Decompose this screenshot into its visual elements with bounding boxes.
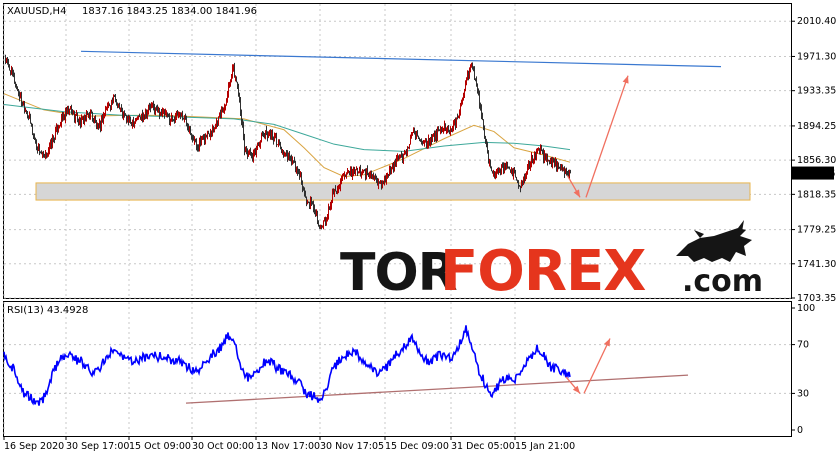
price-panel: 2010.40 1971.30 1933.35 1894.25 1856.30 1818.… bbox=[3, 3, 836, 304]
forecast-arrow-2-head bbox=[622, 75, 629, 84]
rsi-overlays bbox=[3, 325, 689, 406]
time-tick-label: 30 Sep 17:00 bbox=[66, 441, 129, 452]
time-tick-label: 15 Jan 21:00 bbox=[515, 441, 575, 452]
time-tick-label: 30 Oct 00:00 bbox=[192, 441, 254, 452]
price-tick-label: 1818.35 bbox=[797, 189, 836, 200]
last-price-tag: 1841.96 bbox=[792, 166, 835, 180]
price-tick-label: 2010.40 bbox=[797, 16, 836, 27]
brand-tor-text: TOR bbox=[340, 243, 457, 303]
rsi-tick-label: 100 bbox=[797, 303, 815, 314]
price-tick-label: 1779.25 bbox=[797, 225, 836, 236]
rsi-forecast-arrow-1-head bbox=[572, 385, 580, 394]
rsi-panel-border bbox=[3, 301, 792, 437]
price-tick-label: 1703.35 bbox=[797, 293, 836, 304]
rsi-tick-label: 0 bbox=[797, 425, 803, 436]
price-tick-label: 1933.35 bbox=[797, 86, 836, 97]
rsi-trend-line bbox=[185, 374, 689, 404]
time-tick-label: 16 Sep 2020 bbox=[4, 441, 64, 452]
resistance-line bbox=[80, 50, 722, 68]
rsi-forecast-arrow-2-shaft bbox=[583, 338, 611, 394]
support-zone bbox=[35, 182, 751, 201]
forecast-arrow-1-head bbox=[573, 189, 580, 198]
bull-logo-icon bbox=[676, 220, 752, 262]
rsi-axis: 100 70 30 0 bbox=[791, 303, 815, 436]
last-price-value: 1841.96 bbox=[796, 169, 835, 180]
price-ohlc-label: 1837.16 1843.25 1834.00 1841.96 bbox=[82, 6, 257, 17]
time-tick-label: 31 Dec 05:00 bbox=[451, 441, 515, 452]
time-tick-label: 15 Dec 09:00 bbox=[385, 441, 449, 452]
time-axis: 16 Sep 2020 30 Sep 17:00 15 Oct 09:00 30 Oc… bbox=[3, 436, 575, 452]
price-tick-label: 1894.25 bbox=[797, 121, 836, 132]
price-axis: 2010.40 1971.30 1933.35 1894.25 1856.30 1818.… bbox=[791, 16, 836, 304]
rsi-line bbox=[3, 325, 571, 406]
rsi-label: RSI(13) 43.4928 bbox=[7, 305, 88, 316]
price-tick-label: 1741.30 bbox=[797, 259, 836, 270]
brand-com-text: .com bbox=[682, 264, 763, 299]
time-tick-label: 15 Oct 09:00 bbox=[129, 441, 191, 452]
last-price-tag-bg bbox=[792, 166, 834, 180]
price-tick-label: 1856.30 bbox=[797, 155, 836, 166]
price-tick-label: 1971.30 bbox=[797, 51, 836, 62]
moving-average-slow bbox=[3, 104, 571, 152]
brand-forex-text: FOREX bbox=[440, 239, 646, 304]
rsi-panel: 100 70 30 0 RSI(13) 43.4928 bbox=[3, 301, 815, 437]
rsi-forecast-arrow-2-head bbox=[604, 338, 610, 347]
price-symbol-label: XAUUSD,H4 bbox=[7, 6, 66, 17]
rsi-tick-label: 70 bbox=[797, 340, 809, 351]
rsi-tick-label: 30 bbox=[797, 388, 809, 399]
brand-watermark: TOR FOREX .com bbox=[340, 220, 763, 304]
moving-average-fast bbox=[3, 93, 571, 178]
price-series bbox=[5, 54, 571, 230]
time-tick-label: 13 Nov 17:00 bbox=[256, 441, 320, 452]
time-tick-label: 30 Nov 17:05 bbox=[320, 441, 384, 452]
rsi-grid bbox=[3, 302, 791, 436]
forecast-arrow-2-shaft bbox=[585, 75, 629, 198]
price-overlays bbox=[3, 50, 751, 201]
